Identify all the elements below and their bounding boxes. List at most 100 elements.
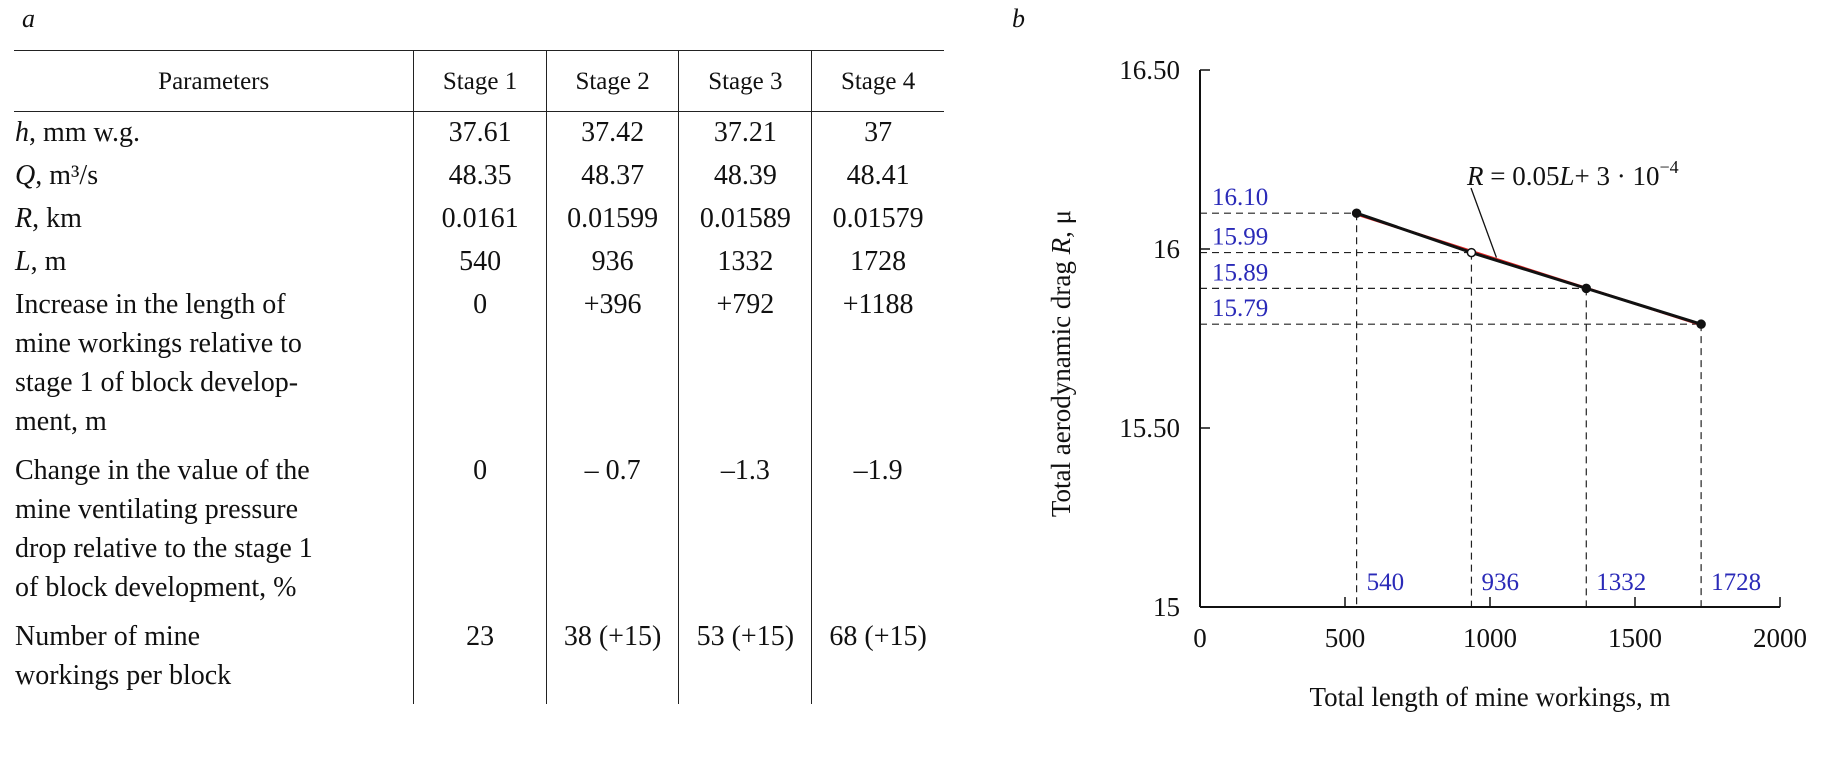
header-stage-3: Stage 3 — [678, 50, 812, 112]
y-axis-title-prefix: Total aerodynamic drag — [1046, 254, 1076, 517]
panel-b-label: b — [1012, 4, 1025, 33]
header-stage-4: Stage 4 — [811, 50, 944, 112]
param-line: Number of mine — [15, 621, 201, 652]
table-cell: 936 — [545, 241, 679, 284]
parameters-table: Parameters Stage 1 Stage 2 Stage 3 Stage… — [14, 50, 944, 704]
y-axis-title-suffix: , μ — [1046, 210, 1076, 238]
x-tick-label: 1500 — [1608, 623, 1662, 653]
param-unit: , m — [30, 246, 67, 277]
header-stage-2: Stage 2 — [545, 50, 679, 112]
param-symbol: R — [15, 203, 33, 234]
table-cell: 1728 — [811, 241, 944, 284]
param-line: Change in the value of the — [15, 455, 310, 486]
y-axis-title-symbol: R — [1046, 237, 1076, 255]
table-cell: 0.01599 — [545, 198, 679, 241]
point-y-label: 15.99 — [1212, 224, 1268, 251]
table-cell: +1188 — [811, 284, 944, 450]
data-point — [1466, 247, 1477, 258]
table-cell: 48.39 — [678, 155, 812, 198]
table-cell: – 0.7 — [545, 450, 679, 616]
table-row: h, mm w.g. 37.61 37.42 37.21 37 — [14, 111, 944, 156]
param-unit: , mm w.g. — [29, 117, 140, 148]
table-cell: 38 (+15) — [545, 616, 679, 704]
param-line: mine workings relative to — [15, 328, 302, 359]
param-r: R, km — [14, 198, 414, 241]
param-length-increase: Increase in the length of mine workings … — [14, 284, 414, 450]
table-row: Q, m³/s 48.35 48.37 48.39 48.41 — [14, 155, 944, 198]
param-pressure-change: Change in the value of the mine ventilat… — [14, 450, 414, 616]
equation-r: R — [1466, 161, 1484, 191]
param-unit: , m³/s — [35, 160, 99, 191]
table-cell: 53 (+15) — [678, 616, 812, 704]
param-line: mine ventilating pressure — [15, 494, 299, 525]
x-tick-label: 1000 — [1463, 623, 1517, 653]
param-symbol: Q — [15, 160, 36, 191]
header-parameters: Parameters — [14, 50, 414, 112]
table-cell: 1332 — [678, 241, 812, 284]
param-line: ment, m — [15, 406, 107, 437]
table-cell: +792 — [678, 284, 812, 450]
panel-a-label: a — [22, 4, 35, 33]
param-workings-count: Number of mine workings per block — [14, 616, 414, 704]
guide-lines — [1200, 212, 1702, 607]
regression-equation: R = 0.05L+ 3 · 10−4 — [1466, 157, 1679, 191]
table-cell: –1.9 — [811, 450, 944, 616]
param-unit: , km — [32, 203, 82, 234]
param-line: drop relative to the stage 1 — [15, 533, 313, 564]
table-cell: 0 — [413, 284, 547, 450]
param-l: L, m — [14, 241, 414, 284]
param-line: of block development, % — [15, 572, 297, 603]
table-cell: 37.42 — [545, 111, 679, 155]
table-cell: 48.37 — [545, 155, 679, 198]
header-stage-1: Stage 1 — [413, 50, 547, 112]
data-point — [1351, 208, 1362, 218]
equation-mid: = 0.05 — [1484, 161, 1560, 191]
table-header-row: Parameters Stage 1 Stage 2 Stage 3 Stage… — [14, 50, 944, 112]
equation-const: + 3 · 10 — [1575, 161, 1660, 191]
drag-vs-length-chart: 0 500 1000 1500 2000 15 15.50 16 16.50 16.10 15.9… — [1046, 55, 1807, 712]
y-tick-label: 16 — [1153, 234, 1180, 264]
y-tick-label: 15 — [1153, 592, 1180, 622]
chart-axes: 0 500 1000 1500 2000 15 15.50 16 16.50 — [1119, 55, 1807, 653]
table-cell: 48.41 — [811, 155, 944, 198]
point-x-label: 1332 — [1596, 569, 1646, 596]
y-tick-label: 15.50 — [1119, 413, 1180, 443]
data-point — [1581, 283, 1592, 294]
table-cell: –1.3 — [678, 450, 812, 616]
table-row: L, m 540 936 1332 1728 — [14, 241, 944, 284]
param-line: workings per block — [15, 660, 232, 691]
x-tick-label: 500 — [1325, 623, 1366, 653]
table-cell: 0.01589 — [678, 198, 812, 241]
point-x-label: 540 — [1367, 569, 1405, 596]
data-line — [1356, 211, 1702, 326]
chart-series — [1351, 208, 1706, 329]
param-line: stage 1 of block develop- — [15, 367, 299, 398]
param-symbol: L — [15, 246, 31, 277]
table-row: Increase in the length of mine workings … — [14, 284, 944, 450]
x-tick-label: 0 — [1193, 623, 1207, 653]
y-axis-title: Total aerodynamic drag R, μ — [1046, 210, 1076, 517]
param-q: Q, m³/s — [14, 155, 414, 198]
table-cell: 540 — [413, 241, 547, 284]
data-point — [1696, 319, 1706, 329]
table-cell: 37 — [811, 111, 944, 155]
table-cell: 37.21 — [678, 111, 812, 155]
param-h: h, mm w.g. — [14, 112, 414, 156]
table-cell: 0.01579 — [811, 198, 944, 241]
y-tick-label: 16.50 — [1119, 55, 1180, 85]
table-row: Change in the value of the mine ventilat… — [14, 450, 944, 616]
x-tick-label: 2000 — [1753, 623, 1807, 653]
table-cell: +396 — [545, 284, 679, 450]
equation-l: L — [1558, 161, 1574, 191]
table-cell: 0 — [413, 450, 547, 616]
point-y-label: 15.89 — [1212, 259, 1268, 286]
parameters-table-container: Parameters Stage 1 Stage 2 Stage 3 Stage… — [14, 50, 944, 704]
table-row: R, km 0.0161 0.01599 0.01589 0.01579 — [14, 198, 944, 241]
point-x-label: 1728 — [1711, 569, 1761, 596]
equation-exponent: −4 — [1659, 157, 1678, 177]
table-row: Number of mine workings per block 23 38 … — [14, 616, 944, 704]
table-cell: 37.61 — [413, 111, 547, 155]
point-y-label: 15.79 — [1212, 295, 1268, 322]
x-axis-title: Total length of mine workings, m — [1309, 682, 1670, 712]
table-cell: 23 — [413, 616, 547, 704]
